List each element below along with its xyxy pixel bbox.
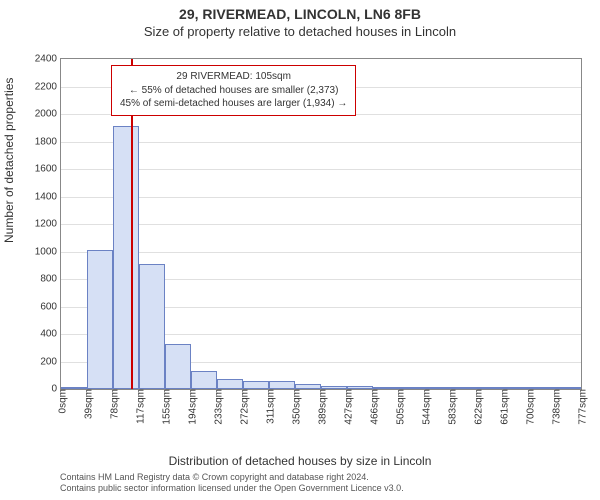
- x-tick-label: 78sqm: [106, 389, 121, 419]
- x-tick-label: 661sqm: [496, 389, 511, 425]
- histogram-bar: [87, 250, 113, 389]
- histogram-bar: [243, 381, 269, 389]
- gridline: [61, 197, 581, 198]
- x-tick-label: 0sqm: [54, 389, 69, 413]
- annotation-left-line: ← 55% of detached houses are smaller (2,…: [120, 84, 347, 98]
- x-tick-label: 233sqm: [210, 389, 225, 425]
- histogram-bar: [269, 381, 295, 389]
- y-tick-label: 400: [40, 329, 61, 340]
- x-tick-label: 738sqm: [548, 389, 563, 425]
- histogram-bar: [191, 371, 217, 389]
- annotation-box: 29 RIVERMEAD: 105sqm ← 55% of detached h…: [111, 65, 356, 116]
- histogram-bar: [139, 264, 165, 389]
- x-tick-label: 311sqm: [262, 389, 277, 424]
- y-tick-label: 600: [40, 301, 61, 312]
- x-tick-label: 389sqm: [314, 389, 329, 425]
- annotation-title: 29 RIVERMEAD: 105sqm: [120, 70, 347, 84]
- x-tick-label: 272sqm: [236, 389, 251, 425]
- y-tick-label: 800: [40, 274, 61, 285]
- x-tick-label: 466sqm: [366, 389, 381, 425]
- gridline: [61, 142, 581, 143]
- annotation-right-line: 45% of semi-detached houses are larger (…: [120, 97, 347, 111]
- x-tick-label: 777sqm: [574, 389, 589, 425]
- y-tick-label: 2000: [35, 109, 61, 120]
- x-tick-label: 622sqm: [470, 389, 485, 425]
- chart-title-sub: Size of property relative to detached ho…: [0, 24, 600, 39]
- x-tick-label: 544sqm: [418, 389, 433, 425]
- x-tick-label: 583sqm: [444, 389, 459, 425]
- gridline: [61, 169, 581, 170]
- y-tick-label: 1800: [35, 136, 61, 147]
- y-tick-label: 1200: [35, 219, 61, 230]
- y-tick-label: 1400: [35, 191, 61, 202]
- x-tick-label: 117sqm: [132, 389, 147, 424]
- x-axis-label: Distribution of detached houses by size …: [0, 454, 600, 468]
- property-size-chart: 29, RIVERMEAD, LINCOLN, LN6 8FB Size of …: [0, 0, 600, 500]
- gridline: [61, 224, 581, 225]
- histogram-bar: [113, 126, 139, 389]
- x-tick-label: 505sqm: [392, 389, 407, 425]
- y-axis-label: Number of detached properties: [2, 78, 16, 243]
- x-tick-label: 155sqm: [158, 389, 173, 425]
- histogram-bar: [217, 379, 243, 389]
- footnote: Contains HM Land Registry data © Crown c…: [60, 472, 580, 494]
- y-tick-label: 2400: [35, 54, 61, 65]
- gridline: [61, 252, 581, 253]
- footnote-line-2: Contains public sector information licen…: [60, 483, 580, 494]
- y-tick-label: 2200: [35, 81, 61, 92]
- y-tick-label: 1000: [35, 246, 61, 257]
- x-tick-label: 427sqm: [340, 389, 355, 425]
- x-tick-label: 350sqm: [288, 389, 303, 425]
- plot-area: 0200400600800100012001400160018002000220…: [60, 58, 582, 390]
- chart-title-main: 29, RIVERMEAD, LINCOLN, LN6 8FB: [0, 6, 600, 22]
- y-tick-label: 1600: [35, 164, 61, 175]
- x-tick-label: 39sqm: [80, 389, 95, 419]
- y-tick-label: 200: [40, 356, 61, 367]
- footnote-line-1: Contains HM Land Registry data © Crown c…: [60, 472, 580, 483]
- x-tick-label: 194sqm: [184, 389, 199, 425]
- x-tick-label: 700sqm: [522, 389, 537, 425]
- histogram-bar: [165, 344, 191, 389]
